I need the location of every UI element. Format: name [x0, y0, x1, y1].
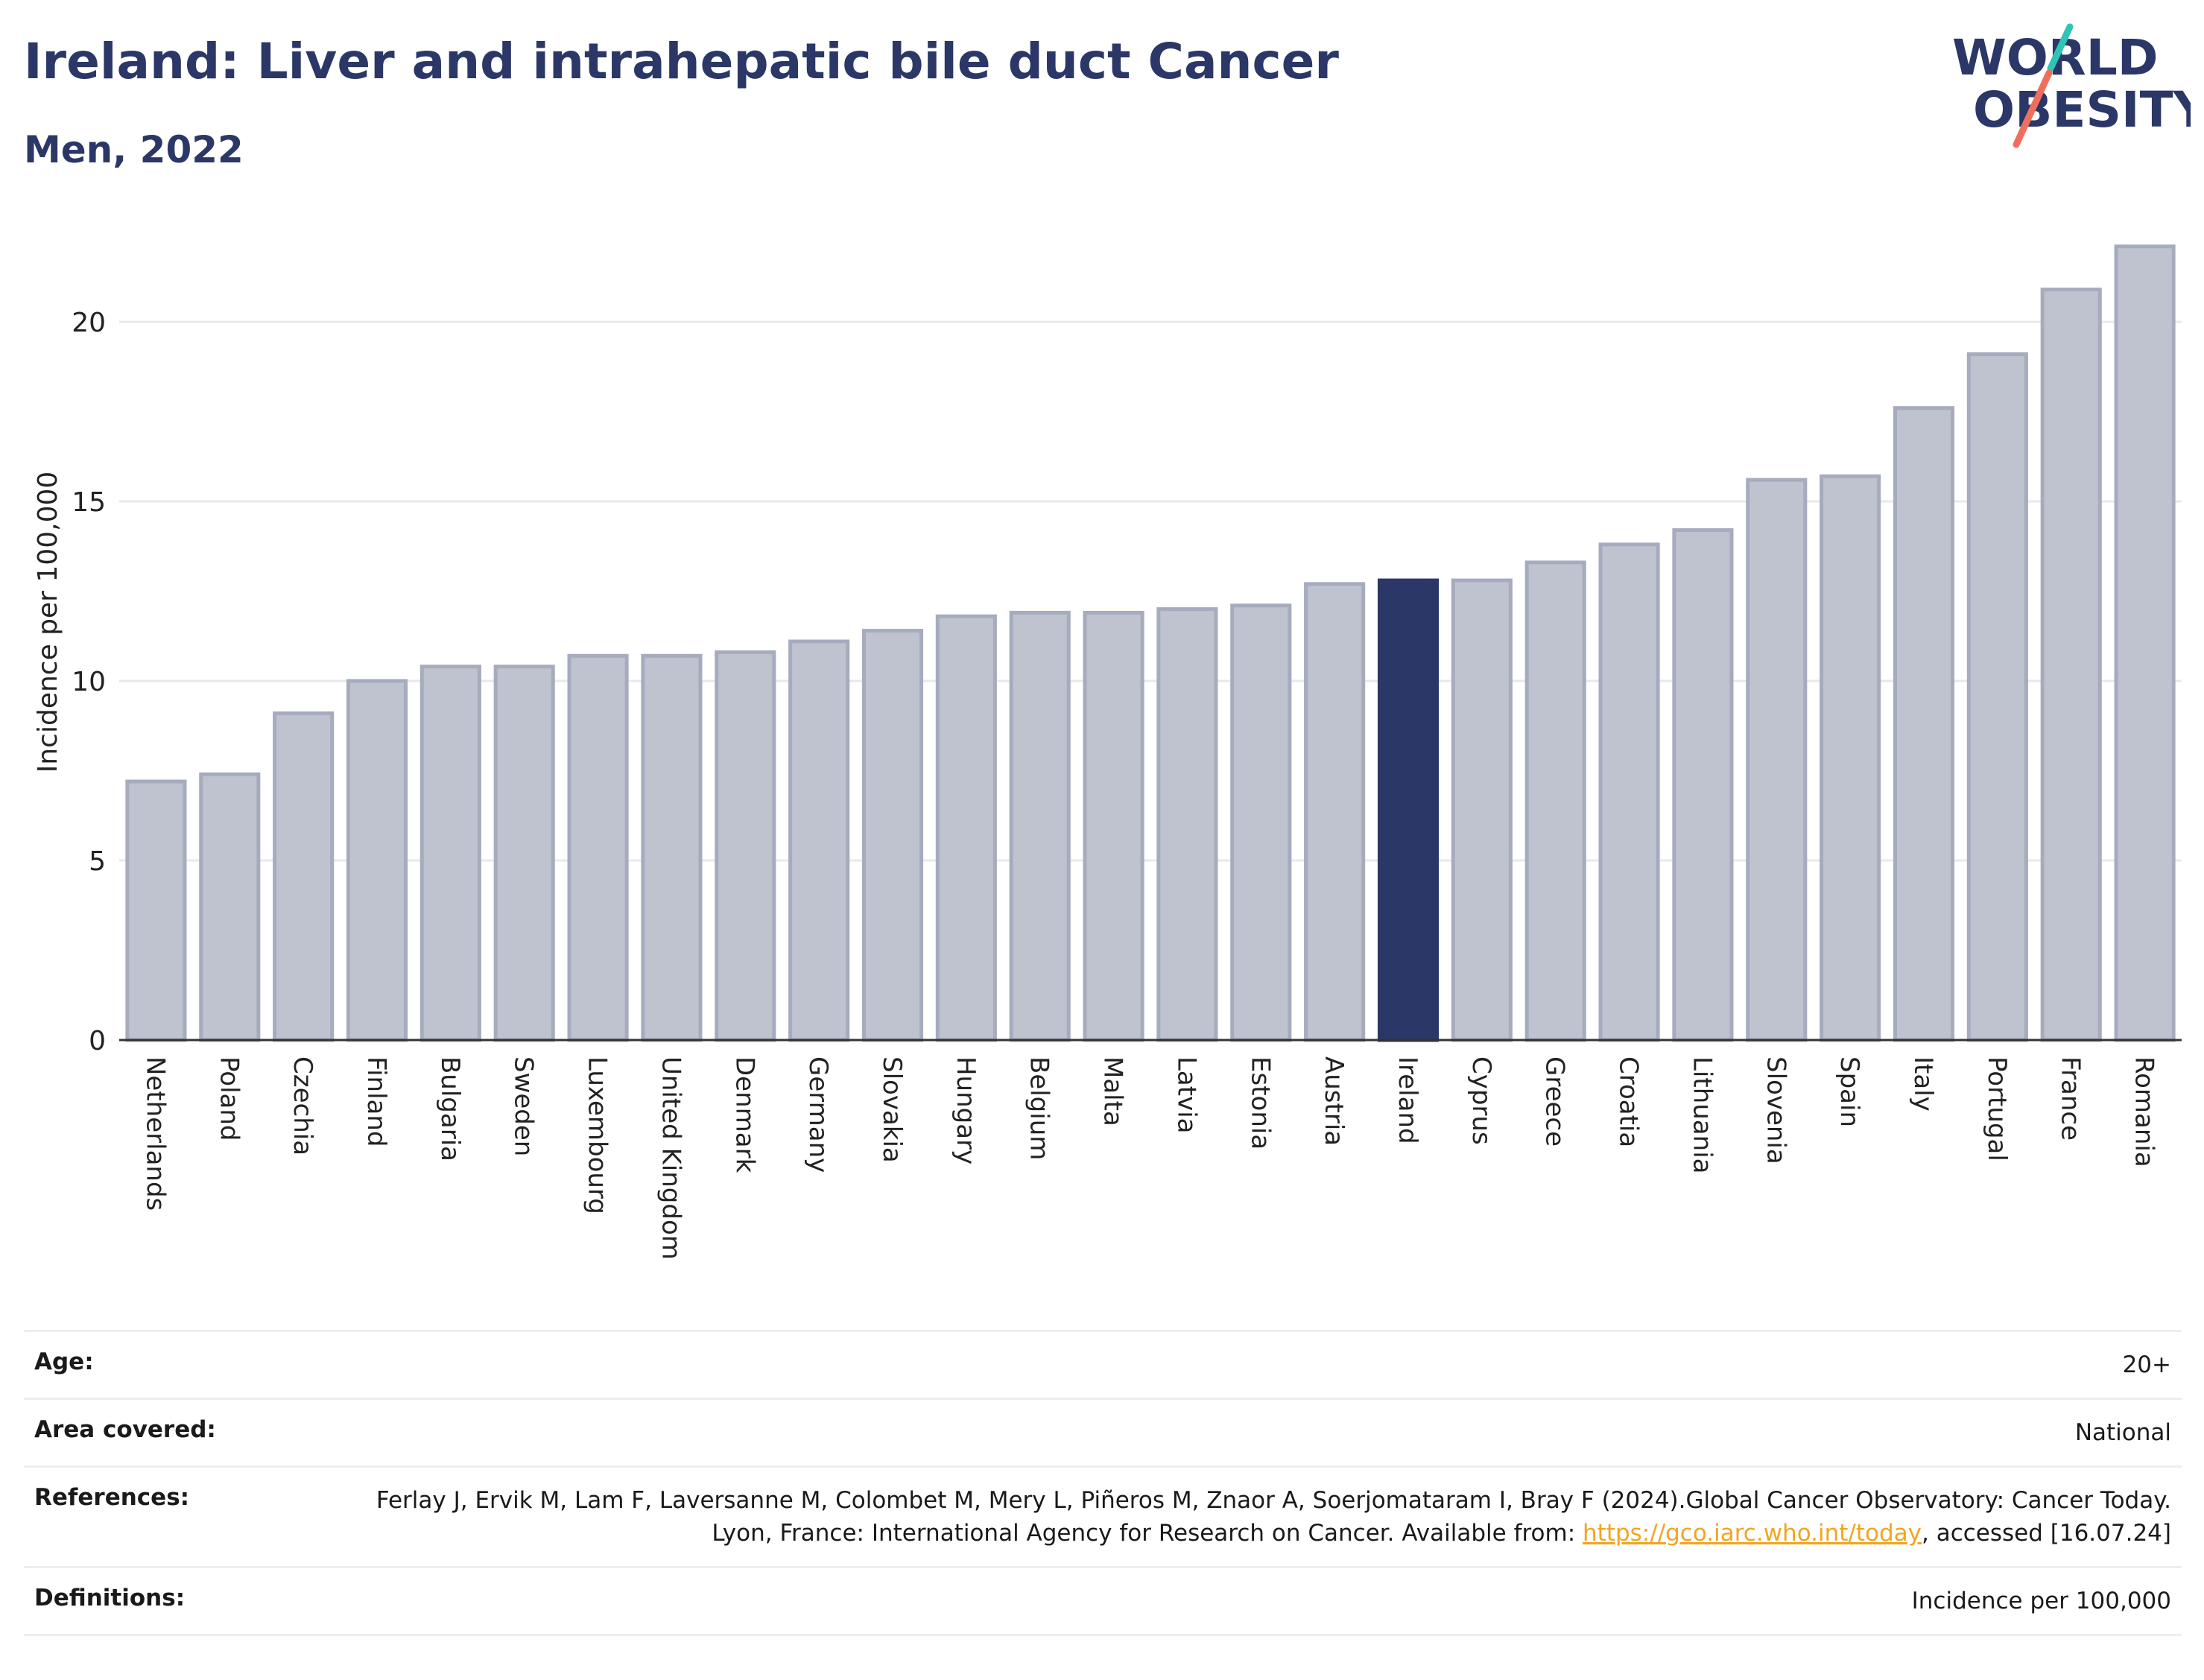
x-tick-label: France	[2056, 1056, 2086, 1141]
bar-estonia	[1230, 603, 1292, 1042]
x-tick-label: Cyprus	[1466, 1056, 1496, 1145]
bar-romania	[2114, 244, 2176, 1042]
bar-czechia	[273, 711, 335, 1042]
bar-sweden	[493, 665, 555, 1042]
bar-united-kingdom	[641, 653, 703, 1042]
chart-title: Ireland: Liver and intrahepatic bile duc…	[24, 33, 1339, 90]
logo-slash-teal	[2047, 23, 2074, 72]
references-text-2: , accessed [16.07.24]	[1921, 1520, 2171, 1547]
axes: 0 5 10 15 20 Netherlands Poland Czechia Finland B…	[72, 308, 2182, 1260]
x-tick-label: Czechia	[288, 1056, 317, 1156]
x-tick-label: Romania	[2129, 1056, 2159, 1167]
meta-row-references: References: Ferlay J, Ervik M, Lam F, La…	[24, 1466, 2182, 1568]
bar-portugal	[1966, 352, 2028, 1042]
references-label: References:	[34, 1484, 190, 1511]
bar-hungary	[935, 614, 997, 1042]
bar-bulgaria	[419, 665, 481, 1042]
x-tick-label: Estonia	[1245, 1056, 1275, 1150]
x-tick-label: United Kingdom	[656, 1056, 685, 1260]
x-tick-label: Netherlands	[140, 1056, 170, 1211]
bar-cyprus	[1451, 578, 1513, 1042]
references-value: Ferlay J, Ervik M, Lam F, Laversanne M, …	[343, 1467, 2182, 1568]
bar-finland	[346, 679, 408, 1042]
y-tick-label: 0	[89, 1026, 106, 1056]
y-axis-label: Incidence per 100,000	[33, 472, 63, 773]
x-tick-label: Austria	[1319, 1056, 1349, 1146]
references-link[interactable]: https://gco.iarc.who.int/today	[1583, 1520, 1922, 1547]
x-tick-label: Malta	[1098, 1056, 1128, 1126]
bar-luxembourg	[567, 653, 629, 1042]
x-tick-label: Ireland	[1393, 1056, 1422, 1144]
meta-row-definitions: Definitions: Incidence per 100,000	[24, 1567, 2182, 1635]
definitions-value: Incidence per 100,000	[1911, 1588, 2171, 1614]
x-tick-label: Bulgaria	[435, 1056, 465, 1161]
bar-netherlands	[125, 779, 187, 1042]
x-tick-label: Portugal	[1982, 1056, 2012, 1161]
area-label: Area covered:	[34, 1416, 216, 1443]
bar-austria	[1304, 582, 1366, 1042]
x-tick-label: Germany	[803, 1056, 833, 1173]
bar-slovenia	[1746, 478, 1808, 1042]
bar-slovakia	[861, 629, 924, 1042]
bar-denmark	[715, 650, 776, 1042]
x-tick-label: Denmark	[729, 1056, 759, 1173]
x-tick-label: Sweden	[509, 1056, 539, 1156]
world-obesity-logo: WORLD OBESITY	[1952, 23, 2191, 148]
x-tick-label: Finland	[361, 1056, 391, 1147]
x-tick-label: Luxembourg	[583, 1056, 612, 1214]
bar-greece	[1524, 560, 1586, 1042]
bar-spain	[1820, 474, 1881, 1042]
bar-croatia	[1598, 542, 1660, 1042]
logo-slash-coral	[2013, 69, 2053, 148]
meta-row-age: Age: 20+	[24, 1331, 2182, 1399]
x-tick-label: Croatia	[1614, 1056, 1644, 1147]
logo-line-2: OBESITY	[1973, 81, 2191, 139]
definitions-label: Definitions:	[34, 1585, 186, 1611]
x-tick-label: Slovakia	[877, 1056, 907, 1163]
bar-france	[2040, 288, 2102, 1042]
x-tick-label: Spain	[1834, 1056, 1864, 1127]
bar-germany	[788, 639, 850, 1042]
area-value: National	[2074, 1419, 2171, 1446]
meta-row-area: Area covered: National	[24, 1398, 2182, 1467]
x-tick-label: Hungary	[951, 1056, 981, 1164]
bars	[125, 244, 2176, 1042]
x-tick-label: Poland	[214, 1056, 244, 1141]
y-tick-label: 15	[72, 487, 106, 518]
bar-chart: 0 5 10 15 20 Netherlands Poland Czechia Finland B…	[33, 244, 2182, 1260]
bar-ireland	[1377, 578, 1440, 1042]
bar-malta	[1083, 610, 1144, 1042]
x-tick-label: Belgium	[1025, 1056, 1054, 1160]
x-tick-label: Italy	[1908, 1056, 1938, 1112]
age-value: 20+	[2122, 1351, 2171, 1378]
y-tick-label: 10	[72, 667, 106, 697]
references-text-1: Ferlay J, Ervik M, Lam F, Laversanne M, …	[376, 1487, 2171, 1547]
bar-poland	[199, 772, 261, 1042]
bar-italy	[1893, 406, 1955, 1042]
age-label: Age:	[34, 1348, 94, 1375]
x-tick-label: Latvia	[1171, 1056, 1201, 1134]
y-tick-label: 20	[72, 308, 106, 338]
metadata-table: Age: 20+ Area covered: National Referenc…	[24, 1330, 2182, 1636]
x-tick-label: Slovenia	[1761, 1056, 1790, 1164]
bar-latvia	[1156, 607, 1218, 1042]
bar-lithuania	[1672, 528, 1734, 1042]
x-tick-label: Greece	[1540, 1056, 1570, 1147]
y-tick-label: 5	[89, 846, 106, 877]
bar-belgium	[1009, 610, 1071, 1042]
chart-subtitle: Men, 2022	[24, 128, 244, 171]
x-tick-label: Lithuania	[1687, 1056, 1717, 1173]
